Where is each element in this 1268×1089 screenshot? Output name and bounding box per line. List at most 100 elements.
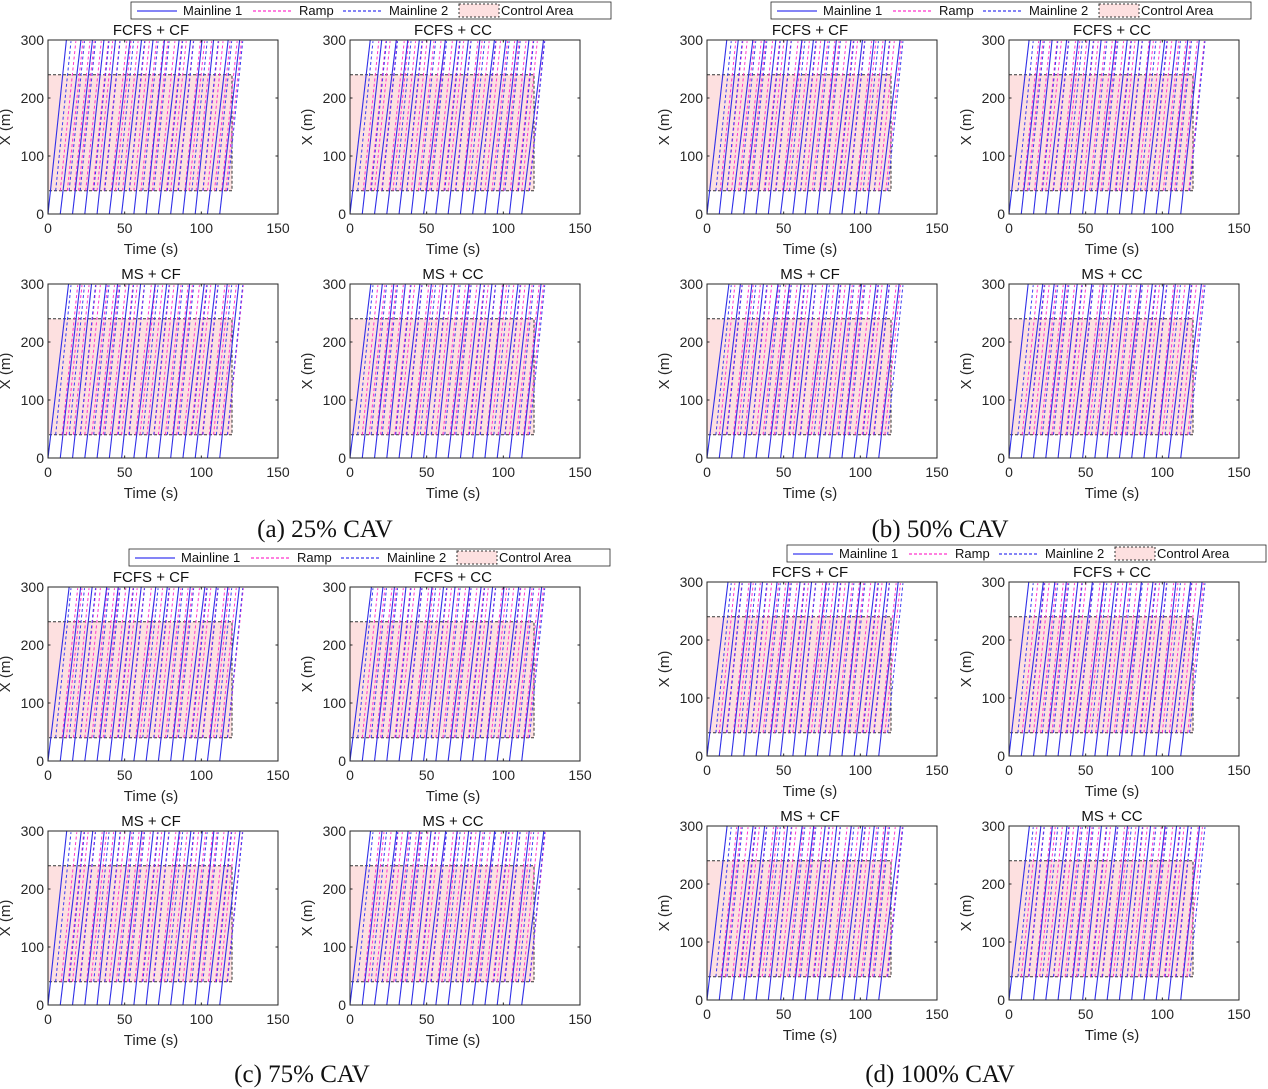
mainline1-trajectory: [521, 587, 543, 761]
x-tick-label: 150: [925, 762, 949, 778]
y-tick-label: 200: [982, 632, 1006, 648]
axes-box: [47, 586, 279, 762]
x-tick-label: 50: [419, 1011, 435, 1027]
mainline1-trajectory: [1180, 284, 1202, 458]
mainline1-trajectory: [1032, 582, 1056, 756]
axes-box: [706, 39, 938, 215]
mainline1-trajectory: [84, 40, 105, 214]
y-tick-label: 0: [36, 450, 44, 466]
y-axis-label: X (m): [656, 651, 673, 688]
legend-label: Mainline 2: [1029, 3, 1088, 18]
x-tick-label: 100: [492, 767, 516, 783]
mainline1-trajectory: [170, 284, 191, 458]
mainline1-trajectory: [157, 831, 180, 1005]
y-axis-label: X (m): [299, 656, 316, 693]
y-tick-label: 200: [680, 90, 704, 106]
mainline1-trajectory: [792, 284, 814, 458]
mainline1-trajectory: [1009, 40, 1030, 214]
subplot: 0 50 100 150 0 100 200 300 Time (s) X (m) FCFS + C…: [299, 569, 592, 805]
mainline1-trajectory: [829, 40, 852, 214]
axes-box: [1008, 581, 1240, 757]
x-tick-label: 100: [849, 464, 873, 480]
mainline1-trajectory: [767, 826, 789, 1000]
subplot-title: FCFS + CF: [772, 22, 848, 39]
mainline1-trajectory: [841, 582, 862, 756]
mainline1-trajectory: [865, 826, 887, 1000]
x-tick-label: 150: [266, 220, 290, 236]
mainline1-trajectory: [194, 40, 215, 214]
mainline1-trajectory: [829, 582, 850, 756]
x-tick-label: 150: [568, 464, 592, 480]
x-tick-label: 0: [703, 762, 711, 778]
mainline1-trajectory: [1020, 826, 1042, 1000]
y-tick-label: 0: [695, 206, 703, 222]
axes-box: [706, 581, 938, 757]
mainline1-trajectory: [182, 587, 206, 761]
control-area: [1008, 318, 1194, 436]
mainline1-trajectory: [133, 831, 154, 1005]
subplot-title: FCFS + CC: [1073, 22, 1151, 39]
x-tick-label: 150: [568, 1011, 592, 1027]
mainline1-trajectory: [459, 831, 481, 1005]
axes-box: [47, 830, 279, 1006]
axes-box: [1008, 825, 1240, 1001]
legend: Mainline 1 Ramp Mainline 2 Control Area: [128, 548, 611, 567]
mainline1-trajectory: [410, 831, 432, 1005]
legend-label: Control Area: [1141, 3, 1214, 18]
mainline1-trajectory: [767, 284, 791, 458]
mainline1-trajectory: [1020, 582, 1044, 756]
panel-group-d: Mainline 1 Ramp Mainline 2 Control Area 0 50 1…: [656, 544, 1267, 1088]
subplot-title: MS + CC: [1081, 266, 1142, 283]
subplot-title: FCFS + CF: [772, 564, 848, 581]
mainline1-trajectory: [841, 826, 864, 1000]
y-tick-label: 300: [680, 818, 704, 834]
subplot-title: MS + CF: [780, 266, 840, 283]
mainline1-trajectory: [508, 831, 530, 1005]
mainline1-trajectory: [182, 831, 203, 1005]
mainline1-trajectory: [730, 826, 754, 1000]
mainline1-trajectory: [1069, 40, 1091, 214]
mainline1-trajectory: [1069, 826, 1091, 1000]
panel-group-c: Mainline 1 Ramp Mainline 2 Control Area 0 50 1…: [0, 548, 611, 1088]
y-tick-label: 300: [680, 32, 704, 48]
mainline1-trajectory: [792, 582, 813, 756]
mainline1-trajectory: [459, 587, 482, 761]
y-tick-label: 100: [680, 148, 704, 164]
mainline1-trajectory: [1069, 582, 1093, 756]
subplot-title: MS + CC: [1081, 808, 1142, 825]
mainline1-trajectory: [447, 831, 470, 1005]
trajectories: [350, 40, 546, 214]
y-axis-label: X (m): [0, 109, 14, 146]
mainline1-trajectory: [1032, 40, 1053, 214]
y-tick-label: 200: [982, 90, 1006, 106]
mainline1-trajectory: [508, 40, 530, 214]
x-tick-label: 150: [1227, 464, 1251, 480]
x-axis-label: Time (s): [124, 485, 178, 502]
y-tick-label: 300: [680, 276, 704, 292]
mainline1-trajectory: [755, 40, 777, 214]
mainline1-trajectory: [435, 587, 456, 761]
legend-swatch-control-area: [458, 3, 500, 18]
x-axis-label: Time (s): [124, 1032, 178, 1049]
mainline1-trajectory: [707, 40, 728, 214]
mainline1-trajectory: [472, 40, 495, 214]
mainline1-trajectory: [48, 587, 70, 761]
y-tick-label: 0: [997, 748, 1005, 764]
mainline1-trajectory: [398, 284, 421, 458]
mainline1-trajectory: [1020, 284, 1044, 458]
mainline1-trajectory: [730, 40, 754, 214]
x-axis-label: Time (s): [1085, 783, 1139, 800]
mainline1-trajectory: [96, 587, 119, 761]
mainline1-trajectory: [194, 587, 217, 761]
control-area: [1008, 616, 1194, 734]
subplot-title: MS + CC: [422, 266, 483, 283]
mainline1-trajectory: [1032, 284, 1055, 458]
mainline1-trajectory: [350, 40, 371, 214]
legend-label: Mainline 2: [1045, 546, 1104, 561]
subplot: 0 50 100 150 0 100 200 300 Time (s) X (m) MS + CF: [656, 808, 949, 1044]
y-tick-label: 300: [21, 32, 45, 48]
control-area: [47, 621, 233, 739]
mainline1-trajectory: [1082, 582, 1105, 756]
mainline1-trajectory: [145, 284, 168, 458]
y-axis-label: X (m): [958, 109, 975, 146]
